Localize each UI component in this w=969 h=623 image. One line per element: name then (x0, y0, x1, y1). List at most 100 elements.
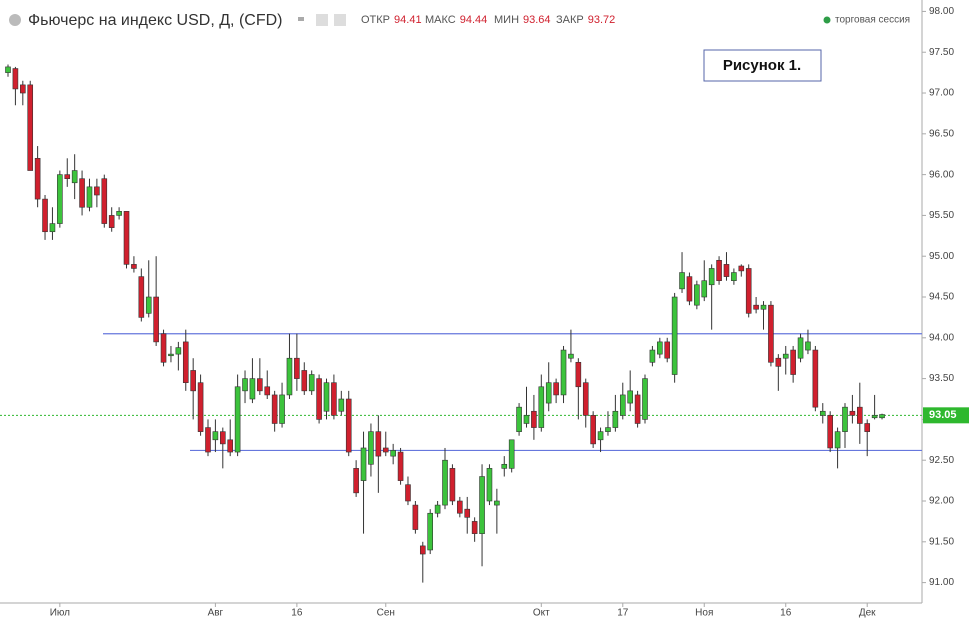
candle-body (590, 415, 596, 445)
candle-body (257, 378, 263, 392)
candle-body (464, 508, 471, 518)
candle-body (642, 378, 648, 420)
y-tick-label: 91.50 (929, 536, 954, 547)
y-tick-label: 97.50 (929, 47, 954, 58)
candle-body (301, 370, 308, 392)
session-status: торговая сессия (835, 15, 910, 26)
stat-label: МАКС (425, 14, 456, 26)
x-tick-label: Сен (377, 608, 395, 619)
candle-body (382, 447, 389, 453)
candle-body (434, 504, 441, 514)
stat-value: 93.64 (523, 14, 551, 26)
candle-body (694, 284, 700, 306)
candle-body (553, 382, 559, 396)
y-tick-label: 98.00 (929, 6, 954, 17)
stat-label: ОТКР (361, 14, 390, 26)
price-tag (923, 407, 969, 424)
y-tick-label: 96.00 (929, 169, 954, 180)
logo-icon (9, 14, 21, 26)
candle-body (605, 427, 611, 432)
candle-body (819, 410, 826, 416)
candle-body (419, 545, 426, 555)
candle-body (49, 223, 56, 233)
candle-body (145, 296, 152, 314)
candle-body (27, 84, 34, 171)
candle-body (375, 431, 382, 457)
candle-body (479, 476, 485, 534)
candle-body (264, 386, 271, 396)
candle-body (723, 264, 730, 277)
candle-body (323, 382, 330, 412)
candle-body (131, 264, 137, 269)
candle-body (671, 296, 678, 375)
candle-body (805, 341, 811, 351)
candle-body (368, 431, 374, 465)
x-tick-label: Ноя (695, 608, 713, 619)
candle-body (42, 198, 48, 233)
candle-body (175, 347, 182, 355)
candle-body (657, 341, 663, 355)
x-tick-label: Дек (859, 608, 876, 619)
candle-body (20, 84, 26, 94)
candle-body (168, 353, 174, 357)
candle-body (212, 431, 219, 441)
candle-body (516, 406, 522, 432)
candle-body (353, 468, 359, 494)
candle-body (679, 272, 685, 290)
candle-body (101, 178, 108, 224)
candle-body (138, 276, 145, 318)
candle-body (345, 398, 352, 453)
settings-icon (316, 14, 328, 26)
candle-body (716, 259, 722, 281)
candle-body (857, 406, 863, 424)
candle-body (753, 304, 759, 310)
y-tick-label: 92.50 (929, 455, 954, 466)
candle-body (108, 215, 115, 228)
candle-body (160, 333, 167, 363)
candle-body (612, 410, 619, 428)
candle-body (649, 349, 656, 363)
candle-body (442, 459, 448, 506)
y-tick-label: 94.00 (929, 332, 954, 343)
candle-body (708, 268, 715, 286)
candle-body (782, 353, 789, 359)
candle-body (812, 349, 819, 408)
stat-value: 94.41 (394, 14, 422, 26)
candle-body (768, 304, 774, 363)
candle-body (279, 394, 285, 424)
candle-body (797, 337, 804, 359)
candle-body (738, 265, 745, 272)
candle-body (471, 521, 478, 534)
annotation-box (703, 49, 822, 82)
candle-body (827, 415, 833, 449)
y-tick-label: 93.50 (929, 373, 954, 384)
candle-body (123, 211, 130, 265)
candle-body (308, 374, 315, 392)
candle-body (242, 378, 248, 392)
candle-body (190, 370, 196, 392)
stat-value: 94.44 (460, 14, 488, 26)
candle-body (86, 186, 93, 208)
candle-body (560, 349, 567, 396)
candle-body (116, 211, 122, 216)
candle-body (71, 170, 78, 184)
candle-body (405, 484, 411, 502)
candle-body (34, 157, 41, 200)
candle-body (664, 341, 671, 359)
price-tag-label: 93.05 (929, 409, 957, 421)
stat-label: ЗАКР (556, 14, 584, 26)
y-tick-label: 97.00 (929, 88, 954, 99)
x-tick-label: Окт (533, 608, 550, 619)
candle-body (879, 414, 885, 419)
candle-body (412, 504, 419, 530)
candle-body (449, 468, 456, 502)
y-tick-label: 95.50 (929, 210, 954, 221)
candle-body (501, 463, 508, 469)
candle-body (597, 431, 604, 441)
candle-body (79, 178, 85, 208)
candle-body (249, 378, 256, 400)
x-tick-label: 16 (780, 608, 792, 619)
stat-label: МИН (494, 14, 519, 26)
candle-body (12, 68, 19, 90)
candle-body (627, 390, 633, 404)
